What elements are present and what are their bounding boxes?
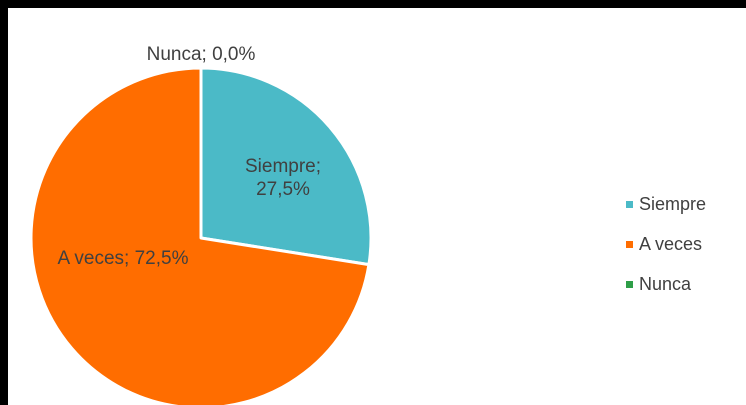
legend-swatch — [626, 200, 633, 208]
chart-area: Siempre; 27,5% A veces; 72,5% Nunca; 0,0% S… — [8, 8, 746, 405]
legend-label: A veces — [639, 233, 703, 254]
legend: Siempre A veces Nunca — [626, 184, 706, 304]
data-labels: Siempre; 27,5% A veces; 72,5% Nunca; 0,0% — [58, 44, 322, 269]
data-label-a-veces: A veces; 72,5% — [58, 248, 189, 269]
legend-item-siempre: Siempre — [626, 184, 706, 224]
pie-slice-siempre — [199, 66, 373, 267]
legend-label: Nunca — [639, 273, 692, 294]
data-label-siempre: Siempre; 27,5% — [245, 156, 321, 200]
legend-swatch — [626, 280, 633, 288]
data-label-nunca: Nunca; 0,0% — [147, 44, 256, 65]
pie-chart: Siempre; 27,5% A veces; 72,5% Nunca; 0,0% — [29, 44, 373, 405]
legend-item-a-veces: A veces — [626, 224, 706, 264]
legend-swatch — [626, 240, 633, 248]
legend-item-nunca: Nunca — [626, 264, 706, 304]
pie-slice-a-veces — [29, 66, 371, 405]
pie-slices — [29, 66, 373, 405]
legend-label: Siempre — [639, 193, 707, 214]
